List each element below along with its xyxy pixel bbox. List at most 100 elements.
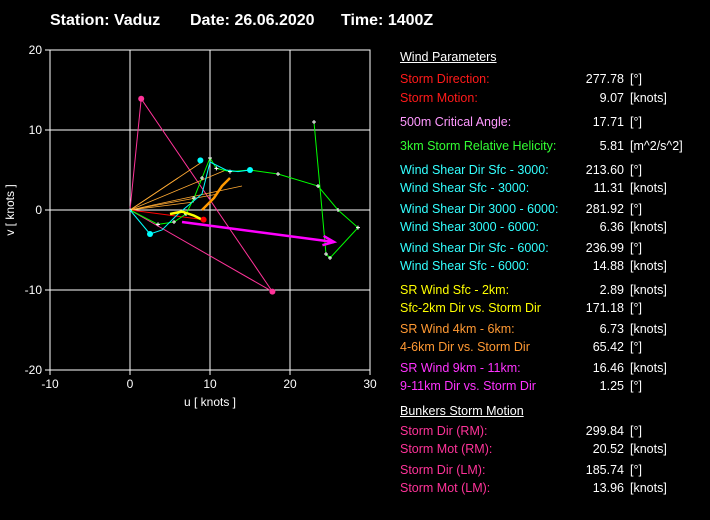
wind-param-label: Wind Shear Dir Sfc - 3000: [400,163,549,177]
wind-param-unit: [°] [630,379,642,393]
hodograph-point [147,231,153,237]
fan-line [129,201,195,211]
bunkers-param-value: 20.52 [592,442,624,456]
hodograph-series-line [201,177,231,211]
bunkers-param-label: Storm Dir (LM): [400,463,486,477]
bunkers-param-row: Storm Mot (LM): 13.96 [knots] [400,481,710,497]
hodograph-series-line [129,161,251,235]
wind-param-unit: [°] [630,241,642,255]
wind-param-label: Wind Shear Dir Sfc - 6000: [400,241,549,255]
wind-param-row: 500m Critical Angle: 17.71 [°] [400,115,710,131]
hodograph-point [197,157,204,164]
wind-param-row: Storm Motion: 9.07 [knots] [400,91,710,107]
wind-param-row: 9-11km Dir vs. Storm Dir 1.25 [°] [400,379,710,395]
wind-param-row: Wind Shear 3000 - 6000: 6.36 [knots] [400,220,710,236]
bunkers-param-value: 299.84 [585,424,624,438]
wind-param-value: 281.92 [585,202,624,216]
wind-param-label: Wind Shear 3000 - 6000: [400,220,539,234]
wind-param-unit: [knots] [630,322,667,336]
wind-param-value: 6.36 [599,220,624,234]
wind-param-label: Wind Shear Dir 3000 - 6000: [400,202,559,216]
wind-param-unit: [°] [630,340,642,354]
arrow-head [322,234,338,247]
x-tick-label: 0 [127,377,134,391]
wind-param-value: 11.31 [593,181,624,195]
bunkers-title: Bunkers Storm Motion [400,404,524,418]
wind-param-value: 171.18 [585,301,624,315]
x-tick-label: 10 [203,377,217,391]
storm-motion-line [129,97,273,293]
wind-param-label: SR Wind 9km - 11km: [400,361,521,375]
wind-param-value: 277.78 [585,72,624,86]
bunkers-param-row: Storm Dir (LM): 185.74 [°] [400,463,710,479]
date-label: Date: 26.06.2020 [190,12,315,29]
wind-param-label: Wind Shear Sfc - 3000: [400,181,530,195]
bunkers-param-value: 13.96 [592,481,624,495]
wind-param-label: 3km Storm Relative Helicity: [400,139,557,153]
wind-param-value: 14.88 [592,259,624,273]
wind-param-row: Sfc-2km Dir vs. Storm Dir 171.18 [°] [400,301,710,317]
y-tick-label: -20 [25,363,43,377]
wind-param-label: SR Wind Sfc - 2km: [400,283,510,297]
wind-param-unit: [knots] [630,91,667,105]
bunkers-param-label: Storm Dir (RM): [400,424,488,438]
wind-param-unit: [m^2/s^2] [630,139,683,153]
wind-param-value: 1.25 [599,379,624,393]
wind-param-value: 17.71 [592,115,624,129]
wind-param-unit: [knots] [630,361,667,375]
wind-param-unit: [knots] [630,283,667,297]
wind-param-value: 16.46 [592,361,624,375]
wind-param-row: SR Wind Sfc - 2km: 2.89 [knots] [400,283,710,299]
bunkers-param-unit: [knots] [630,442,667,456]
wind-param-unit: [knots] [630,181,667,195]
wind-parameters-title: Wind Parameters [400,50,497,64]
wind-param-unit: [°] [630,115,642,129]
wind-param-row: 3km Storm Relative Helicity: 5.81 [m^2/s^2… [400,139,710,155]
x-tick-label: 30 [363,377,377,391]
wind-param-label: 4-6km Dir vs. Storm Dir [400,340,530,354]
storm-motion-line [129,209,204,221]
wind-param-value: 213.60 [585,163,624,177]
bunkers-param-value: 185.74 [585,463,624,477]
time-label: Time: 1400Z [341,12,434,29]
station-label: Station: Vaduz [50,12,161,29]
wind-param-unit: [knots] [630,220,667,234]
wind-param-unit: [°] [630,72,642,86]
wind-param-row: Wind Shear Sfc - 3000: 11.31 [knots] [400,181,710,197]
wind-param-label: 9-11km Dir vs. Storm Dir [400,379,536,393]
hodograph-point [200,216,207,223]
fan-line [129,185,243,211]
wind-param-value: 2.89 [599,283,624,297]
wind-param-row: 4-6km Dir vs. Storm Dir 65.42 [°] [400,340,710,356]
wind-param-row: Wind Shear Dir 3000 - 6000: 281.92 [°] [400,202,710,218]
hodograph-point [247,167,253,173]
fan-line [129,169,227,211]
y-tick-label: 0 [35,203,42,217]
y-tick-label: 10 [29,123,43,137]
wind-param-row: Wind Shear Dir Sfc - 6000: 236.99 [°] [400,241,710,257]
wind-param-unit: [°] [630,301,642,315]
wind-param-value: 6.73 [599,322,624,336]
x-axis-label: u [ knots ] [184,395,236,409]
hodograph-series-line [181,220,335,244]
y-tick-label: 20 [29,43,43,57]
bunkers-param-unit: [knots] [630,481,667,495]
parameters-panel: Wind Parameters Storm Direction: 277.78 [°… [400,0,710,520]
wind-param-label: Wind Shear Sfc - 6000: [400,259,530,273]
wind-param-unit: [knots] [630,259,667,273]
wind-param-row: Wind Shear Dir Sfc - 3000: 213.60 [°] [400,163,710,179]
wind-param-row: Storm Direction: 277.78 [°] [400,72,710,88]
bunkers-param-row: Storm Dir (RM): 299.84 [°] [400,424,710,440]
bunkers-param-row: Storm Mot (RM): 20.52 [knots] [400,442,710,458]
y-tick-label: -10 [25,283,43,297]
wind-param-value: 65.42 [592,340,624,354]
y-axis-label: v [ knots ] [3,184,17,235]
bunkers-param-label: Storm Mot (RM): [400,442,493,456]
wind-param-value: 236.99 [585,241,624,255]
x-tick-label: -10 [41,377,59,391]
wind-param-value: 5.81 [599,139,624,153]
wind-param-label: SR Wind 4km - 6km: [400,322,515,336]
hodograph-point [269,288,276,295]
wind-param-value: 9.07 [599,91,624,105]
